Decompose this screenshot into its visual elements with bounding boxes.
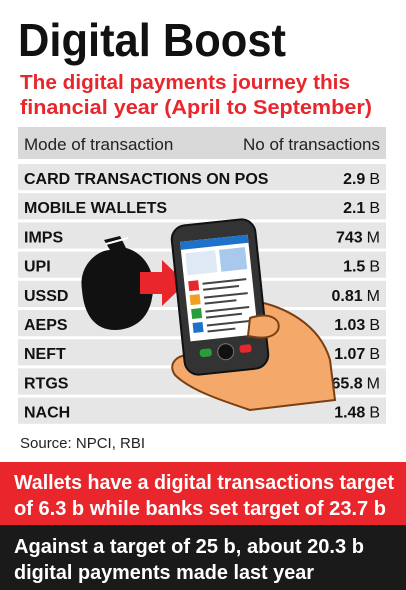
count-value: 2.9 [343, 171, 365, 188]
table-row [18, 397, 386, 424]
screen-block [189, 294, 201, 306]
mode: IMPS [24, 229, 63, 246]
bag-tie [105, 237, 129, 245]
count-value: 2.1 [343, 200, 365, 217]
mode: USSD [24, 288, 68, 305]
screen-bar [180, 234, 249, 250]
column-header: No of transactions [243, 135, 380, 154]
count-value: 743 [336, 229, 363, 246]
illustration [81, 218, 337, 412]
table-header [18, 127, 386, 159]
count-unit: M [367, 375, 380, 392]
screen-block [191, 308, 203, 320]
table-row [18, 193, 386, 220]
subtitle: financial year (April to September) [20, 97, 372, 119]
count: 1.48 B [334, 405, 380, 422]
count-unit: M [367, 288, 380, 305]
screen-block [188, 280, 200, 292]
count: 2.1 B [343, 200, 380, 217]
count-unit: B [369, 346, 380, 363]
screen-block [192, 321, 204, 333]
phone-button [217, 343, 235, 361]
table-row [18, 164, 386, 191]
count-value: 65.8 [332, 375, 363, 392]
thumb [246, 314, 280, 339]
count-unit: B [369, 405, 380, 422]
mode: CARD TRANSACTIONS ON POS [24, 171, 269, 188]
count-unit: M [367, 229, 380, 246]
note: Against a target of 25 b, about 20.3 b [14, 536, 364, 558]
count: 1.5 B [343, 259, 380, 276]
count-value: 0.81 [332, 288, 363, 305]
note: of 6.3 b while banks set target of 23.7 … [14, 498, 386, 520]
mode: NACH [24, 405, 70, 422]
phone-button [199, 348, 212, 358]
note: Wallets have a digital transactions targ… [14, 472, 394, 494]
mode: UPI [24, 259, 51, 276]
count: 743 M [336, 229, 380, 246]
count-unit: B [369, 317, 380, 334]
count-value: 1.03 [334, 317, 365, 334]
screen-image [219, 247, 248, 272]
count-unit: B [369, 259, 380, 276]
count-value: 1.48 [334, 405, 365, 422]
arrow [140, 260, 186, 306]
count: 1.03 B [334, 317, 380, 334]
source: Source: NPCI, RBI [20, 435, 145, 452]
screen-text [202, 278, 251, 333]
count: 65.8 M [332, 375, 380, 392]
mode: AEPS [24, 317, 68, 334]
count-unit: B [369, 200, 380, 217]
note: digital payments made last year [14, 562, 314, 584]
phone-button [239, 344, 252, 353]
column-header: Mode of transaction [24, 135, 173, 154]
note-box [0, 462, 406, 525]
count: 1.07 B [334, 346, 380, 363]
count: 0.81 M [332, 288, 380, 305]
note-box [0, 525, 406, 590]
screen-image [185, 250, 218, 276]
count-value: 1.5 [343, 259, 365, 276]
money-bag [81, 236, 154, 330]
count-value: 1.07 [334, 346, 365, 363]
title: Digital Boost [18, 14, 286, 66]
subtitle: The digital payments journey this [20, 72, 350, 94]
count-unit: B [369, 171, 380, 188]
mode: RTGS [24, 375, 69, 392]
mode: NEFT [24, 346, 66, 363]
mode: MOBILE WALLETS [24, 200, 167, 217]
count: 2.9 B [343, 171, 380, 188]
